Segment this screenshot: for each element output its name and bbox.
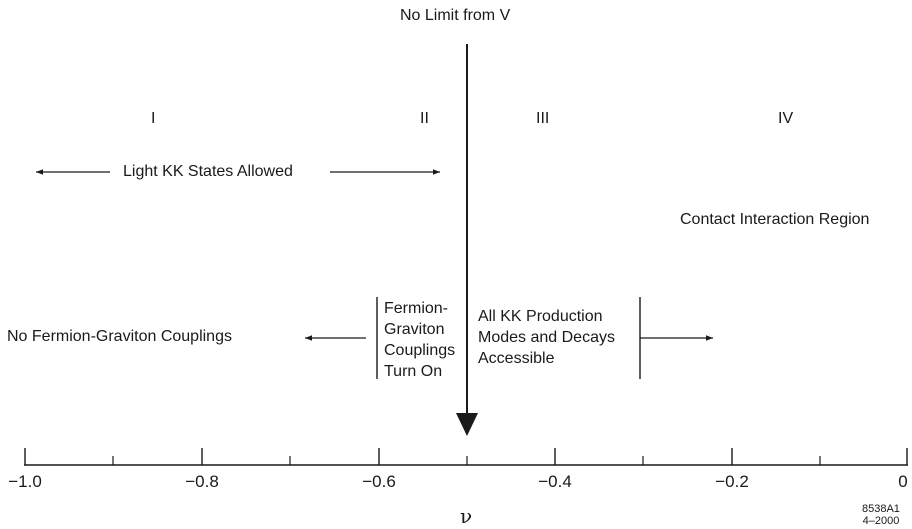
coupling-line-3: Couplings (384, 342, 456, 359)
tick-label-m02: −0.2 (715, 472, 749, 491)
coupling-line-4: Turn On (384, 363, 443, 380)
kk-production-line-3: Accessible (478, 350, 555, 367)
tick-label-m10: −1.0 (8, 472, 42, 491)
tick-label-0: 0 (898, 472, 908, 491)
tick-label-m04: −0.4 (538, 472, 572, 491)
kk-production-line-1: All KK Production (478, 308, 603, 325)
contact-interaction-label: Contact Interaction Region (680, 211, 870, 228)
no-coupling-label: No Fermion-Graviton Couplings (7, 328, 232, 345)
kk-production-label: All KK Production Modes and Decays Acces… (478, 306, 615, 369)
coupling-line-1: Fermion- (384, 300, 449, 317)
tick-label-m06: −0.6 (362, 472, 396, 491)
region-iv-label: IV (778, 110, 794, 127)
region-iii-label: III (536, 110, 550, 127)
coupling-turn-on-label: Fermion- Graviton Couplings Turn On (384, 298, 455, 382)
light-kk-label: Light KK States Allowed (123, 163, 293, 180)
no-limit-label: No Limit from V (400, 7, 511, 24)
central-arrowhead (456, 413, 478, 436)
kk-production-line-2: Modes and Decays (478, 329, 615, 346)
coupling-line-2: Graviton (384, 321, 445, 338)
nu-axis-title: ν (460, 504, 473, 528)
figure-id: 8538A1 4–2000 (862, 503, 900, 527)
region-i-label: I (151, 110, 156, 127)
figure-id-line-2: 4–2000 (862, 515, 900, 527)
figure-id-line-1: 8538A1 (862, 503, 900, 515)
tick-label-m08: −0.8 (185, 472, 219, 491)
region-ii-label: II (420, 110, 429, 127)
